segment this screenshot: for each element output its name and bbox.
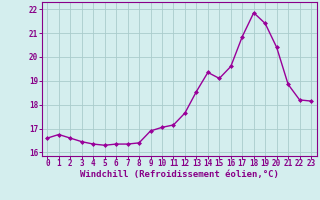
X-axis label: Windchill (Refroidissement éolien,°C): Windchill (Refroidissement éolien,°C) xyxy=(80,170,279,179)
